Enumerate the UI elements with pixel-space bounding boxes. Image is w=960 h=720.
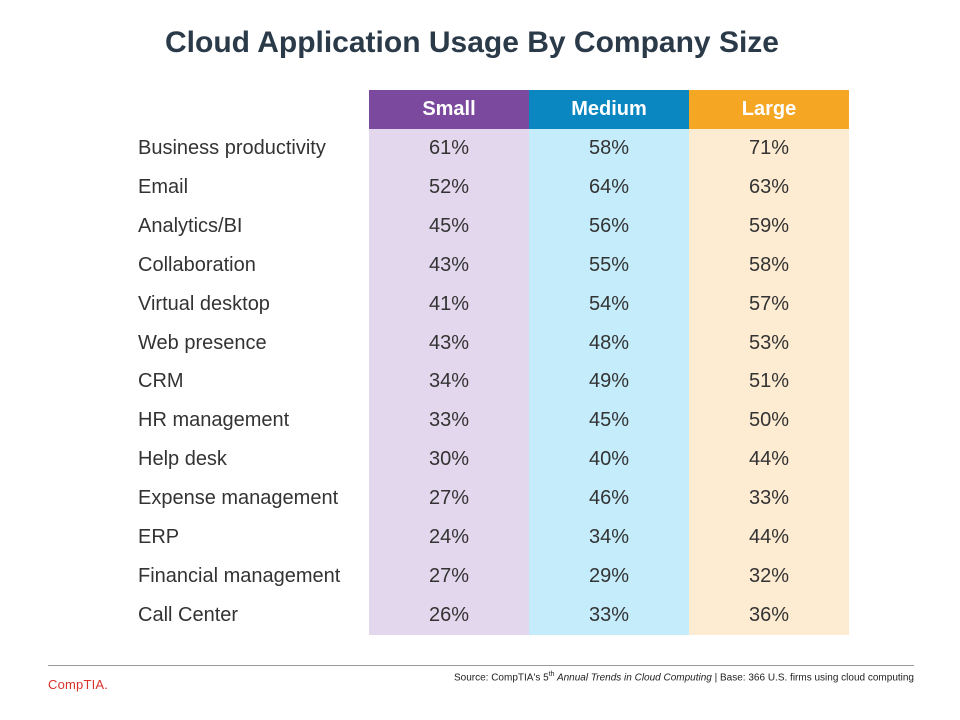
cell-small: 27% (428, 487, 470, 510)
cell-large: 59% (748, 214, 790, 237)
source-prefix: Source: CompTIA's 5 (453, 672, 549, 684)
cell-medium: 33% (588, 603, 630, 626)
source-note: Source: CompTIA's 5th Annual Trends in C… (454, 671, 914, 683)
cell-medium: 48% (588, 331, 630, 354)
cell-small: 27% (428, 564, 470, 587)
column-header-large: Large (689, 90, 849, 129)
cell-medium: 34% (588, 526, 630, 548)
column-bg-small (369, 129, 529, 635)
row-label: Collaboration (138, 253, 256, 276)
cell-medium: 45% (588, 409, 630, 432)
cell-medium: 49% (588, 370, 630, 393)
cell-small: 30% (428, 448, 470, 471)
row-label: Expense management (138, 487, 339, 510)
cell-medium: 56% (588, 214, 630, 237)
cell-medium: 55% (588, 253, 630, 276)
column-header-small: Small (369, 90, 529, 129)
source-suffix: | Base: 366 U.S. firms using cloud compu… (711, 672, 914, 684)
cell-medium: 46% (588, 487, 630, 510)
column-medium: Medium 58% 64% 56% 55% 54% 48% 49% 45% 40% 46% 34%… (529, 90, 689, 635)
cell-large: 58% (748, 253, 790, 276)
row-label: ERP (138, 526, 180, 548)
cell-small: 43% (428, 331, 470, 354)
cell-small: 61% (428, 137, 470, 159)
cell-large: 36% (748, 603, 790, 626)
cell-medium: 58% (588, 137, 630, 159)
row-label: CRM (138, 370, 184, 393)
cell-large: 57% (748, 292, 790, 315)
column-bg-medium (529, 129, 689, 635)
footer-divider (48, 665, 914, 666)
cell-small: 41% (428, 292, 470, 315)
source-italic: Annual Trends in Cloud Computing (554, 672, 712, 684)
cell-small: 33% (428, 409, 470, 432)
row-label: Virtual desktop (138, 292, 270, 315)
column-small: Small 61% 52% 45% 43% 41% 43% 34% 33% 30% 27% 24% 2… (369, 90, 529, 635)
row-label: HR management (138, 409, 290, 432)
row-label: Call Center (138, 603, 239, 626)
cell-large: 33% (748, 487, 790, 510)
comptia-logo: CompTIA. (48, 677, 109, 692)
cell-large: 50% (748, 409, 790, 432)
page-title: Cloud Application Usage By Company Size (165, 26, 779, 59)
row-label: Analytics/BI (138, 214, 243, 237)
row-label: Financial management (138, 564, 341, 587)
column-header-medium: Medium (529, 90, 689, 129)
row-label: Help desk (138, 448, 227, 471)
cell-large: 44% (748, 526, 790, 548)
cell-small: 52% (428, 175, 470, 198)
cell-medium: 54% (588, 292, 630, 315)
source-sup: th (548, 671, 555, 678)
cell-small: 34% (428, 370, 470, 393)
row-label: Business productivity (138, 137, 326, 159)
cell-large: 53% (748, 331, 790, 354)
cell-small: 26% (428, 603, 470, 626)
row-label: Email (138, 175, 189, 198)
cell-medium: 29% (588, 564, 630, 587)
cell-large: 51% (748, 370, 790, 393)
cell-small: 45% (428, 214, 470, 237)
cell-large: 44% (748, 448, 790, 471)
cell-large: 32% (748, 564, 790, 587)
cell-medium: 64% (588, 175, 630, 198)
cell-small: 43% (428, 253, 470, 276)
cell-large: 71% (748, 137, 790, 159)
row-label: Web presence (138, 331, 267, 354)
cell-small: 24% (428, 526, 470, 548)
column-bg-large (689, 129, 849, 635)
cell-medium: 40% (588, 448, 630, 471)
cell-large: 63% (748, 175, 790, 198)
column-large: Large 71% 63% 59% 58% 57% 53% 51% 50% 44% 33% 44% 3… (689, 90, 849, 635)
